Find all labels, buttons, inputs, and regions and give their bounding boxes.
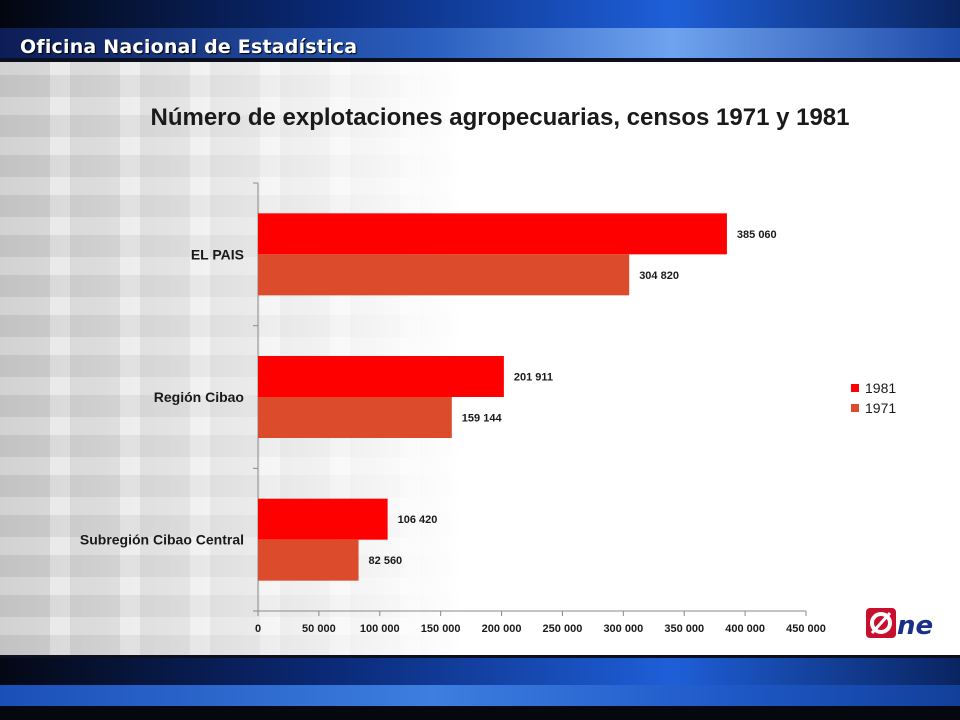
org-name: Oficina Nacional de Estadística — [20, 36, 358, 58]
x-tick-label: 450 000 — [786, 623, 826, 635]
category-label: Región Cibao — [154, 389, 244, 405]
bar-1971 — [258, 397, 452, 438]
x-tick-label: 150 000 — [421, 623, 461, 635]
bar-1971 — [258, 539, 359, 581]
category-label: EL PAIS — [191, 246, 244, 262]
bar-1981 — [258, 213, 727, 255]
header-top-band — [0, 0, 960, 28]
data-label-1971: 304 820 — [639, 270, 679, 282]
legend-swatch-1981 — [851, 384, 859, 392]
x-tick-label: 250 000 — [543, 623, 583, 635]
legend-swatch-1971 — [851, 404, 859, 412]
x-tick-label: 200 000 — [482, 623, 522, 635]
x-tick-label: 300 000 — [603, 623, 643, 635]
chart-title: Número de explotaciones agropecuarias, c… — [150, 104, 850, 131]
legend-label-1981: 1981 — [865, 380, 896, 396]
bar-1981 — [258, 498, 388, 540]
data-label-1981: 201 911 — [514, 372, 553, 384]
data-label-1971: 82 560 — [369, 555, 403, 567]
x-tick-label: 50 000 — [302, 623, 336, 635]
bar-1981 — [258, 356, 504, 397]
category-label: Subregión Cibao Central — [80, 532, 244, 548]
data-label-1981: 385 060 — [737, 229, 777, 241]
data-label-1981: 106 420 — [398, 514, 438, 526]
footer-band-top — [0, 655, 960, 685]
x-tick-label: 100 000 — [360, 623, 400, 635]
x-tick-label: 400 000 — [725, 623, 765, 635]
legend-label-1971: 1971 — [865, 400, 896, 416]
x-tick-label: 0 — [255, 623, 261, 635]
one-logo: ne — [866, 606, 942, 641]
data-label-1971: 159 144 — [462, 413, 503, 425]
x-tick-label: 350 000 — [664, 623, 704, 635]
header-org-bar — [0, 28, 960, 62]
bar-1971 — [258, 254, 630, 296]
footer-band-bottom — [0, 706, 960, 720]
svg-text:ne: ne — [897, 611, 933, 640]
